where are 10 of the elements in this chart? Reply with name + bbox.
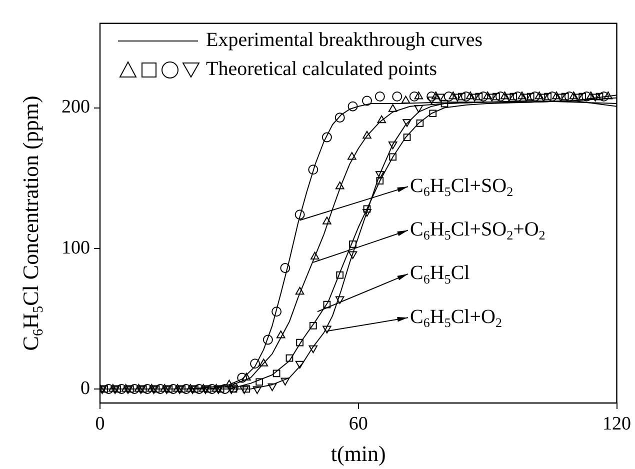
x-tick-label: 0 bbox=[95, 413, 105, 434]
x-tick-label: 120 bbox=[602, 413, 631, 434]
legend-label: Theoretical calculated points bbox=[206, 57, 438, 82]
y-tick-label: 100 bbox=[62, 237, 90, 258]
x-axis-title: t(min) bbox=[330, 440, 386, 466]
x-tick-label: 60 bbox=[348, 413, 368, 434]
legend-label: Experimental breakthrough curves bbox=[206, 28, 483, 53]
y-axis-title: C6H5Cl Concentration (ppm) bbox=[18, 96, 46, 351]
y-tick-label: 200 bbox=[62, 96, 90, 118]
y-tick-label: 0 bbox=[80, 378, 90, 399]
